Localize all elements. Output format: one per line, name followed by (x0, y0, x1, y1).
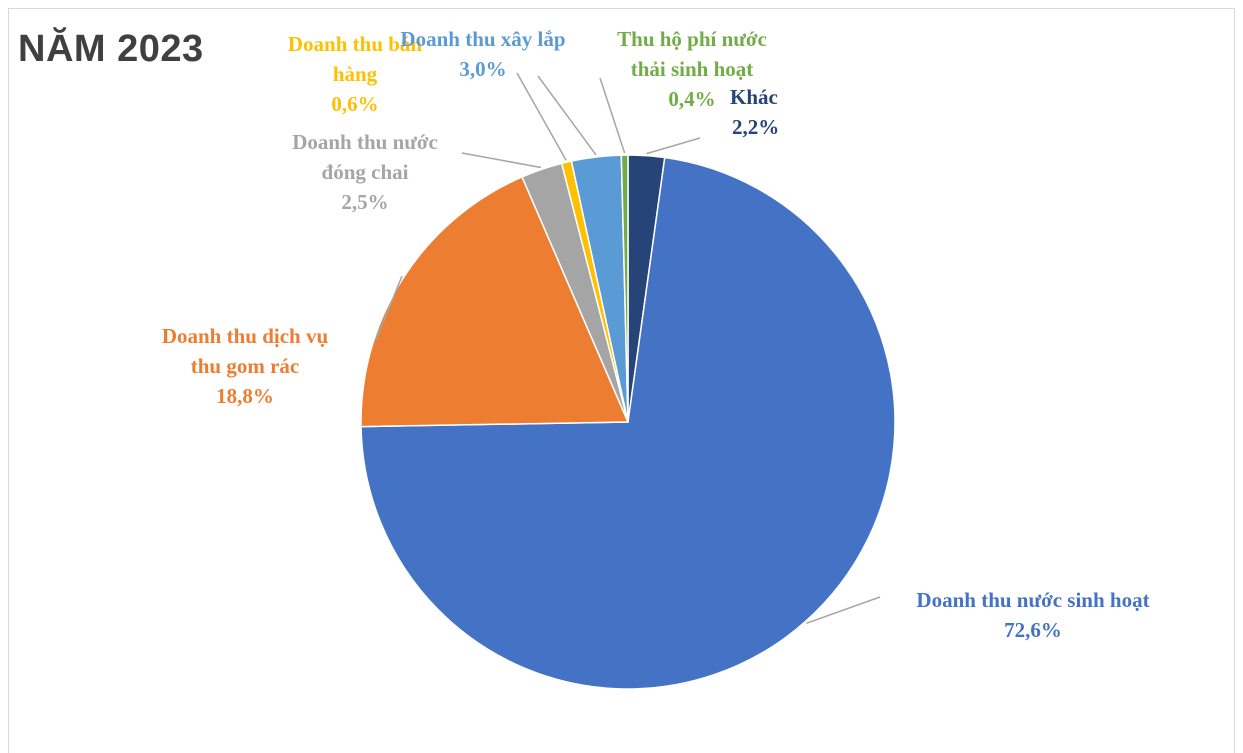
leader-line-phi-nuoc-thai (599, 77, 626, 154)
data-label-phi-nuoc-thai: Thu hộ phí nước thải sinh hoạt 0,4% (617, 27, 767, 111)
data-label-xay-lap: Doanh thu xây lắp 3,0% (400, 27, 565, 81)
pie-slice-thu-gom-rac (360, 175, 630, 428)
leader-line-nuoc-sinh-hoat (806, 596, 881, 625)
pie-slice-nuoc-sinh-hoat (360, 156, 896, 690)
data-label-nuoc-sinh-hoat: Doanh thu nước sinh hoạt 72,6% (916, 588, 1149, 642)
leader-line-khac (646, 137, 701, 155)
data-label-nuoc-dong-chai: Doanh thu nước đóng chai 2,5% (292, 130, 438, 214)
data-label-ban-hang: Doanh thu bán hàng 0,6% (288, 32, 423, 116)
leader-line-xay-lap (537, 75, 597, 156)
pie-slice-phi-nuoc-thai (620, 154, 629, 423)
leader-line-thu-gom-rac (375, 275, 403, 341)
data-label-khac: Khác 2,2% (730, 85, 779, 139)
chart-title: NĂM 2023 (18, 28, 204, 70)
data-label-thu-gom-rac: Doanh thu dịch vụ thu gom rác 18,8% (162, 324, 329, 408)
leader-line-ban-hang (516, 72, 567, 161)
leader-line-nuoc-dong-chai (461, 152, 542, 169)
